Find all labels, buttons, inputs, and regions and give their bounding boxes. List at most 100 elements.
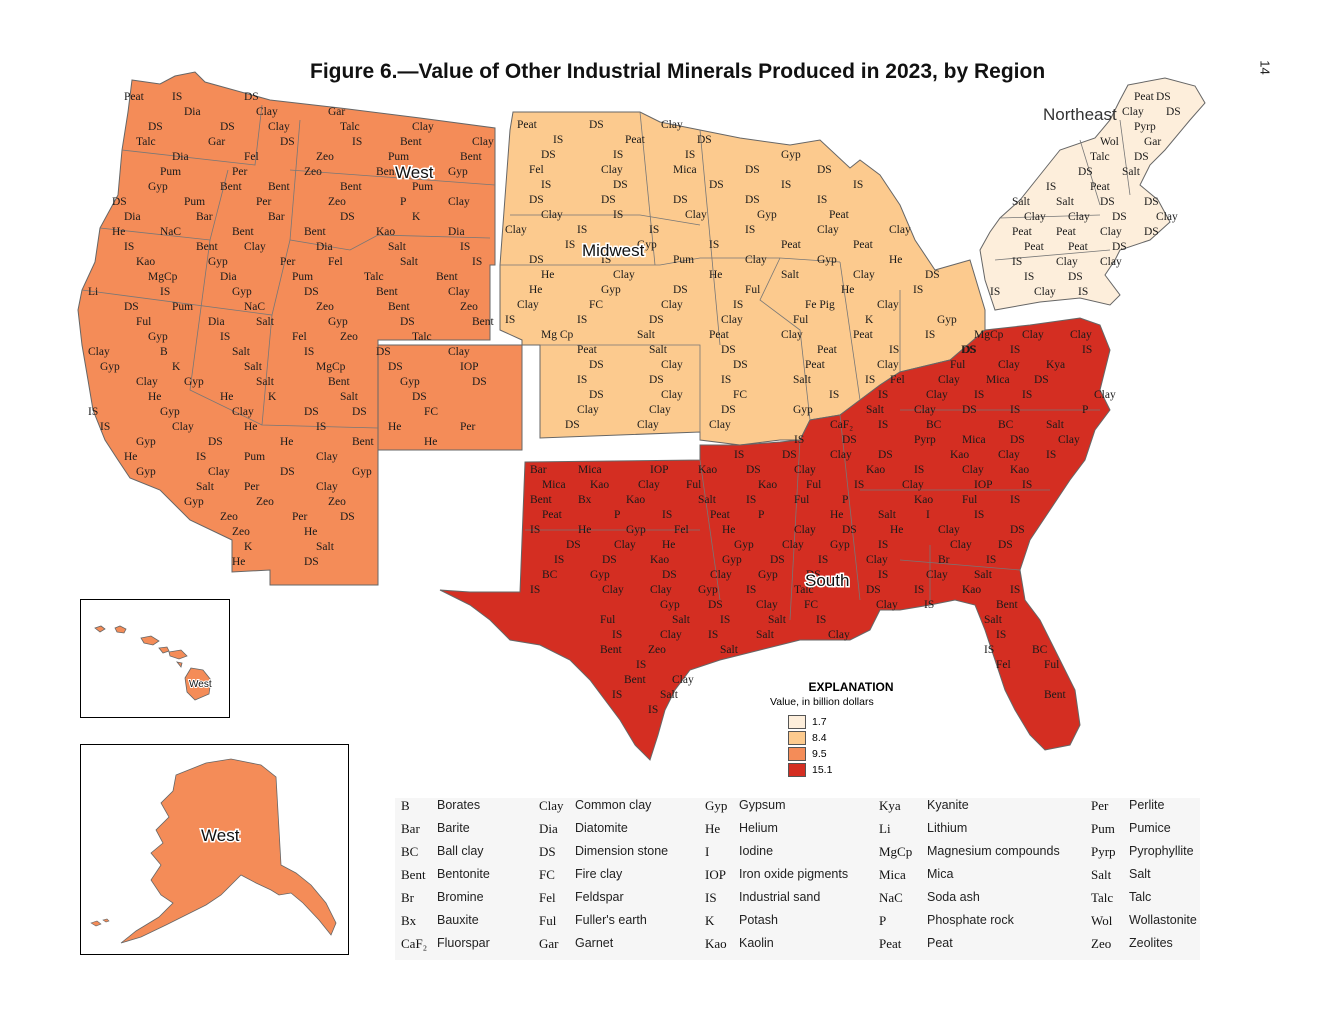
mineral-code-midwest: Clay	[877, 359, 899, 371]
mineral-code-west: DS	[280, 466, 295, 478]
mineral-code-west: Dia	[448, 226, 465, 238]
mineral-code-west: Talc	[136, 136, 156, 148]
mineral-code-south: DS	[842, 524, 857, 536]
mineral-code-northeast: Clay	[1024, 211, 1046, 223]
mineral-code-midwest: Salt	[637, 329, 656, 341]
mineral-code-northeast: DS	[1068, 271, 1083, 283]
mineral-code-west: Talc	[340, 121, 360, 133]
mineral-code-west: Dia	[124, 211, 141, 223]
legend-name: Dimension stone	[575, 844, 669, 858]
mineral-code-south: Kao	[590, 479, 609, 491]
mineral-code-west: Bent	[352, 436, 375, 448]
mineral-code-south: Bx	[578, 494, 592, 506]
mineral-code-south: FC	[804, 599, 818, 611]
mineral-code-northeast: IS	[990, 286, 1000, 298]
mineral-code-west: DS	[340, 211, 355, 223]
mineral-code-midwest: Clay	[601, 164, 623, 176]
mineral-code-midwest: Clay	[709, 419, 731, 431]
mineral-code-midwest: Mica	[673, 164, 697, 176]
mineral-code-west: Zeo	[460, 301, 478, 313]
mineral-code-west: NaC	[160, 226, 181, 238]
mineral-code-south: DS	[782, 449, 797, 461]
legend-code: K	[705, 913, 715, 928]
mineral-code-midwest: Clay	[661, 359, 683, 371]
legend-name: Gypsum	[739, 798, 786, 812]
mineral-code-west: IS	[100, 421, 110, 433]
mineral-code-south: IS	[746, 584, 756, 596]
mineral-code-northeast: Clay	[1122, 106, 1144, 118]
mineral-code-midwest: He	[889, 254, 902, 266]
legend-name: Phosphate rock	[927, 913, 1014, 927]
mineral-code-south: IS	[636, 659, 646, 671]
mineral-code-midwest: He	[709, 269, 722, 281]
mineral-code-west: Salt	[388, 241, 407, 253]
mineral-code-west: He	[280, 436, 293, 448]
mineral-code-midwest: FC	[589, 299, 603, 311]
legend-name: Pyrophyllite	[1129, 844, 1194, 858]
mineral-code-south: Kao	[758, 479, 777, 491]
mineral-code-west: Bent	[328, 376, 351, 388]
mineral-code-midwest: Fe Pig	[805, 299, 835, 311]
mineral-code-midwest: He	[529, 284, 542, 296]
mineral-code-west: Bent	[376, 286, 399, 298]
mineral-code-west: Clay	[208, 466, 230, 478]
figure-title: Figure 6.—Value of Other Industrial Mine…	[310, 60, 1046, 83]
mineral-code-midwest: Salt	[793, 374, 812, 386]
mineral-code-west: He	[112, 226, 125, 238]
mineral-code-south: Mica	[542, 479, 566, 491]
region-label-west: West	[395, 163, 434, 182]
mineral-code-south: Peat	[542, 509, 563, 521]
mineral-code-west: Salt	[400, 256, 419, 268]
legend-code: Peat	[879, 936, 902, 951]
mineral-code-west: Bar	[196, 211, 213, 223]
mineral-code-west: Fel	[328, 256, 343, 268]
legend-name: Garnet	[575, 936, 614, 950]
legend-name: Fire clay	[575, 867, 623, 881]
mineral-code-south: Clay	[1070, 329, 1092, 341]
legend-code: Gar	[539, 936, 559, 951]
mineral-code-west: Fel	[244, 151, 259, 163]
mineral-code-west: Gyp	[352, 466, 372, 478]
mineral-code-south: Salt	[768, 614, 787, 626]
mineral-code-south: Clay	[866, 554, 888, 566]
mineral-code-west: DS	[208, 436, 223, 448]
mineral-code-west: Bent	[232, 226, 255, 238]
mineral-code-west: Salt	[196, 481, 215, 493]
mineral-code-northeast: Peat	[1134, 91, 1155, 103]
mineral-code-south: Mica	[986, 374, 1010, 386]
mineral-code-midwest: K	[865, 314, 874, 326]
mineral-code-west: Pum	[388, 151, 409, 163]
mineral-code-south: Fel	[674, 524, 689, 536]
mineral-code-midwest: IS	[853, 179, 863, 191]
mineral-code-midwest: Clay	[721, 314, 743, 326]
mineral-code-west: Gyp	[160, 406, 180, 418]
legend-name: Wollastonite	[1129, 913, 1197, 927]
legend-code: Bx	[401, 913, 417, 928]
mineral-code-south: DS	[878, 449, 893, 461]
alaska-label: West	[201, 826, 240, 845]
mineral-code-south: Clay	[660, 629, 682, 641]
mineral-code-south: IS	[734, 449, 744, 461]
mineral-code-south: Bent	[600, 644, 623, 656]
mineral-code-south: DS	[662, 569, 677, 581]
mineral-code-west: Clay	[88, 346, 110, 358]
mineral-code-west: Per	[280, 256, 296, 268]
mineral-code-midwest: Clay	[541, 209, 563, 221]
mineral-code-south: DS	[962, 344, 977, 356]
mineral-code-west: Gyp	[100, 361, 120, 373]
mineral-code-west: IS	[460, 241, 470, 253]
legend-name: Kaolin	[739, 936, 774, 950]
mineral-code-south: IOP	[974, 479, 993, 491]
mineral-code-west: Zeo	[328, 196, 346, 208]
mineral-code-midwest: IS	[577, 224, 587, 236]
mineral-code-south: IS	[530, 524, 540, 536]
legend-code: Zeo	[1091, 936, 1112, 951]
legend-code: Bent	[401, 867, 426, 882]
mineral-code-west: Fel	[292, 331, 307, 343]
mineral-code-west: Gyp	[232, 286, 252, 298]
mineral-code-midwest: He	[541, 269, 554, 281]
mineral-code-west: Bent	[436, 271, 459, 283]
mineral-code-south: IS	[878, 389, 888, 401]
mineral-code-south: Mica	[962, 434, 986, 446]
